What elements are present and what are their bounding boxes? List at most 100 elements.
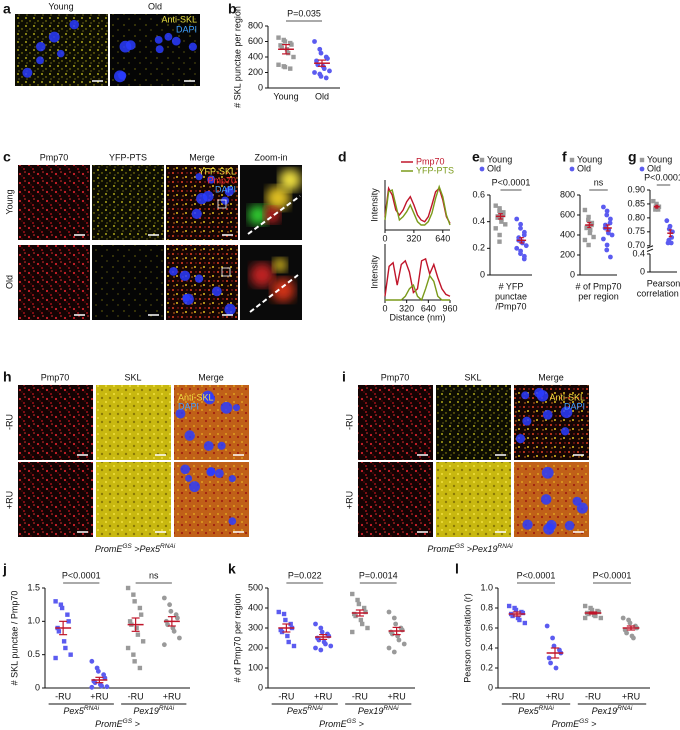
data-point — [604, 212, 610, 218]
data-point — [92, 680, 98, 686]
caption-part: GS — [455, 543, 465, 550]
data-point — [59, 605, 65, 611]
data-point — [125, 585, 131, 591]
data-point — [276, 35, 281, 40]
caption-part: RNAi — [160, 543, 176, 550]
legend-label: Young — [487, 154, 512, 164]
x-tick-label: 640 — [421, 303, 436, 313]
data-point — [359, 621, 365, 627]
footer-part: GS — [123, 718, 133, 725]
column-label: SKL — [124, 372, 141, 382]
y-tick-label: 800 — [560, 189, 575, 199]
data-point — [312, 39, 317, 44]
data-point — [66, 619, 71, 624]
error-bar — [605, 224, 610, 232]
data-point — [582, 615, 588, 621]
data-point — [283, 617, 288, 623]
y-tick-label: 0.75 — [627, 226, 645, 236]
data-point — [279, 629, 285, 635]
footer-part: GS — [347, 718, 357, 725]
data-point — [323, 641, 328, 647]
nucleus — [522, 519, 533, 530]
nucleus — [191, 208, 202, 220]
data-point — [548, 660, 553, 666]
x-tick-label: 0 — [382, 303, 387, 313]
panel-label: e — [472, 149, 480, 165]
data-point — [497, 239, 502, 244]
y-tick-label: 0 — [488, 682, 493, 692]
error-bar — [587, 221, 592, 229]
data-point — [596, 609, 602, 615]
data-point — [318, 73, 324, 79]
legend-marker — [569, 157, 575, 163]
error-bar — [519, 237, 524, 244]
nucleus — [564, 520, 575, 531]
group-label-part: RNAi — [539, 705, 555, 712]
x-tick-label: Old — [315, 91, 329, 101]
group-label-part: Pex19 — [133, 706, 159, 716]
footer-label: PromEGS > — [552, 718, 597, 729]
legend-label: DAPI — [178, 401, 199, 411]
group-label-part: Pex5 — [518, 706, 540, 716]
data-point — [586, 214, 591, 220]
x-tick-label: +RU — [546, 691, 564, 701]
column-label: Zoom-in — [254, 152, 287, 162]
data-point — [355, 597, 360, 603]
nucleus — [541, 466, 554, 479]
data-point — [510, 613, 515, 619]
micrograph — [96, 385, 171, 460]
column-label: YFP-PTS — [109, 152, 147, 162]
series-line — [385, 274, 450, 302]
y-tick-label: 0.70 — [627, 240, 645, 250]
y-tick-label: 400 — [248, 51, 263, 61]
micrograph — [18, 385, 93, 460]
group-label-part: Pex19 — [592, 706, 618, 716]
data-point — [289, 42, 294, 47]
data-point — [386, 609, 392, 615]
y-tick-label: 200 — [248, 642, 263, 652]
data-point — [586, 242, 591, 248]
data-point — [604, 247, 610, 253]
data-point — [168, 608, 174, 614]
data-point — [350, 591, 355, 597]
error-bar — [498, 213, 503, 220]
data-point — [89, 658, 95, 664]
data-point — [506, 603, 512, 609]
panel-label: k — [228, 561, 236, 577]
nucleus — [228, 517, 237, 525]
nucleus — [118, 71, 127, 80]
data-point — [493, 226, 498, 231]
error-bar — [626, 625, 636, 631]
footer-part: GS — [579, 718, 589, 725]
x-tick-label: +RU — [622, 691, 640, 701]
micrograph — [436, 462, 511, 537]
y-tick-label: 400 — [560, 229, 575, 239]
data-point — [175, 615, 180, 621]
error-bar — [95, 676, 104, 684]
legend-label: Old — [647, 163, 661, 173]
nucleus — [211, 286, 222, 297]
legend-label: YFP-SKL — [198, 166, 236, 176]
data-point — [497, 206, 502, 211]
data-point — [551, 643, 557, 649]
data-point — [291, 54, 296, 60]
micrograph — [92, 165, 164, 240]
nucleus — [228, 475, 236, 483]
data-point — [584, 225, 589, 231]
micrograph — [18, 462, 93, 537]
nucleus — [220, 401, 233, 414]
caption-part: PromE — [95, 544, 124, 554]
legend-label: DAPI — [564, 401, 585, 411]
micrograph — [18, 245, 90, 320]
panel-label: l — [455, 561, 459, 577]
column-label: Merge — [538, 372, 564, 382]
data-point — [501, 210, 506, 215]
group-label: Pex5RNAi — [63, 705, 99, 716]
x-tick-label: 960 — [442, 303, 457, 313]
data-point — [668, 240, 674, 246]
x-tick-label: -RU — [585, 691, 601, 701]
panel-label: j — [2, 561, 7, 577]
data-point — [99, 683, 105, 689]
nucleus — [560, 427, 570, 436]
